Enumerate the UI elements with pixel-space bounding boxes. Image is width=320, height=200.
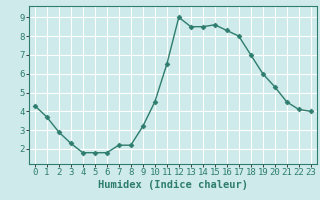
X-axis label: Humidex (Indice chaleur): Humidex (Indice chaleur) bbox=[98, 180, 248, 190]
